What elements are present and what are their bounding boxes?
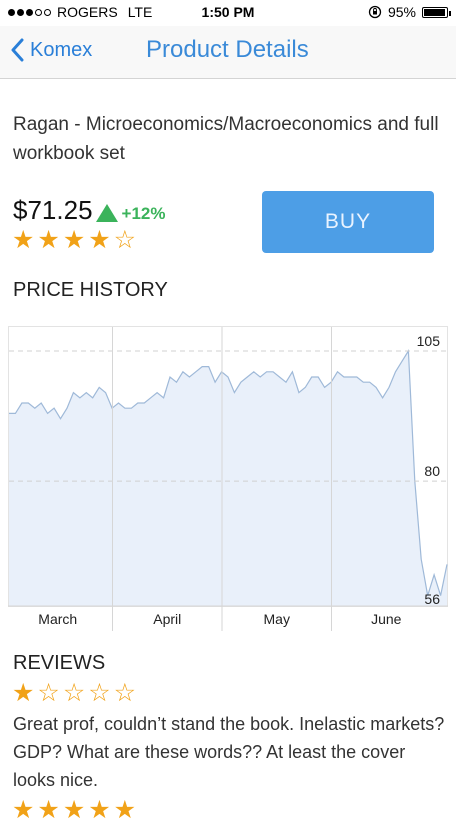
- y-tick-label: 56: [424, 591, 440, 607]
- review-text: Great prof, couldn’t stand the book. Ine…: [13, 714, 445, 790]
- price-area: [9, 351, 447, 606]
- battery-percent: 95%: [387, 4, 416, 20]
- price-change: +12%: [121, 204, 166, 223]
- price-line: [9, 349, 448, 596]
- price-row: $71.25 +12%: [13, 195, 165, 226]
- status-time: 1:50 PM: [201, 4, 255, 20]
- network-label: LTE: [127, 4, 153, 20]
- review-rating-stars: ★☆☆☆☆: [12, 679, 140, 707]
- rotation-lock-icon: [368, 5, 382, 19]
- x-tick-label: April: [153, 611, 181, 627]
- price: $71.25: [13, 195, 93, 225]
- trend-up-icon: [95, 204, 118, 222]
- navigation-bar: Komex Product Details: [0, 26, 456, 79]
- signal-strength-icon: [8, 8, 51, 16]
- page-title: Product Details: [146, 36, 309, 63]
- y-tick-label: 80: [424, 463, 440, 479]
- back-button[interactable]: Komex: [10, 38, 92, 62]
- x-tick-label: March: [38, 611, 77, 627]
- chevron-left-icon: [11, 38, 24, 62]
- price-history-heading: PRICE HISTORY: [13, 279, 168, 301]
- reviews-heading: REVIEWS: [13, 652, 106, 674]
- price-history-chart: March April May June 105 80 56: [8, 326, 448, 631]
- status-bar: ROGERS LTE 1:50 PM 95%: [0, 0, 456, 26]
- status-right: 95%: [368, 4, 451, 20]
- y-tick-label: 105: [417, 333, 441, 349]
- battery-icon: [422, 6, 451, 18]
- buy-button[interactable]: BUY: [262, 191, 434, 253]
- review-rating-stars: ★★★★★: [12, 796, 140, 824]
- product-title: Ragan - Microeconomics/Macroeconomics an…: [13, 114, 439, 164]
- x-tick-label: June: [371, 611, 402, 627]
- price-chart-svg: March April May June 105 80 56: [8, 326, 448, 631]
- x-tick-label: May: [264, 611, 290, 627]
- product-rating-stars: ★★★★☆: [12, 226, 140, 254]
- status-left: ROGERS LTE: [8, 4, 152, 20]
- back-label: Komex: [30, 38, 93, 61]
- carrier-label: ROGERS: [57, 4, 118, 20]
